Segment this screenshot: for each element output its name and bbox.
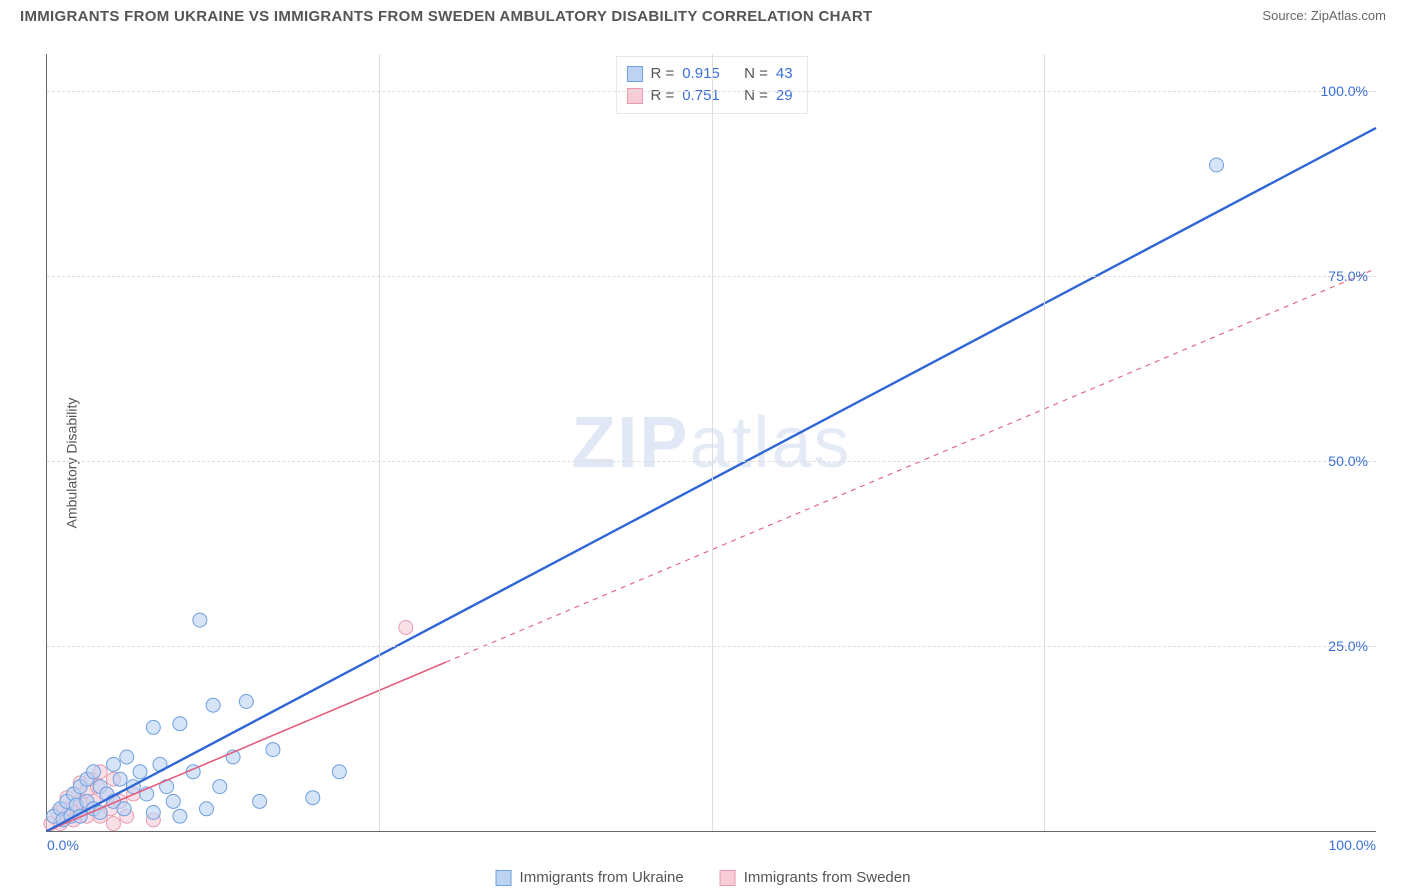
legend-label-ukraine: Immigrants from Ukraine	[520, 869, 684, 886]
y-tick-label: 100.0%	[1321, 83, 1368, 99]
source-attribution: Source: ZipAtlas.com	[1262, 8, 1386, 23]
y-tick-label: 75.0%	[1328, 268, 1368, 284]
swatch-ukraine-icon	[496, 870, 512, 886]
plot-area: ZIPatlas R = 0.915 N = 43 R = 0.751 N = …	[46, 54, 1376, 832]
x-tick-label: 0.0%	[47, 837, 79, 853]
n-value-ukraine: 43	[776, 63, 793, 85]
legend-label-sweden: Immigrants from Sweden	[744, 869, 911, 886]
n-label: N =	[744, 85, 768, 107]
legend-row-ukraine: R = 0.915 N = 43	[626, 63, 792, 85]
legend-series: Immigrants from Ukraine Immigrants from …	[496, 869, 911, 886]
swatch-ukraine	[626, 66, 642, 82]
n-label: N =	[744, 63, 768, 85]
legend-row-sweden: R = 0.751 N = 29	[626, 85, 792, 107]
source-name[interactable]: ZipAtlas.com	[1311, 8, 1386, 23]
r-label: R =	[650, 63, 674, 85]
legend-item-ukraine: Immigrants from Ukraine	[496, 869, 684, 886]
r-label: R =	[650, 85, 674, 107]
header: IMMIGRANTS FROM UKRAINE VS IMMIGRANTS FR…	[0, 0, 1406, 29]
chart-title: IMMIGRANTS FROM UKRAINE VS IMMIGRANTS FR…	[20, 8, 873, 25]
r-value-sweden: 0.751	[682, 85, 720, 107]
x-tick-label: 100.0%	[1329, 837, 1376, 853]
n-value-sweden: 29	[776, 85, 793, 107]
source-label: Source:	[1262, 8, 1307, 23]
y-tick-label: 25.0%	[1328, 638, 1368, 654]
r-value-ukraine: 0.915	[682, 63, 720, 85]
swatch-sweden-icon	[720, 870, 736, 886]
y-tick-label: 50.0%	[1328, 453, 1368, 469]
chart-container: Ambulatory Disability ZIPatlas R = 0.915…	[0, 34, 1406, 892]
legend-item-sweden: Immigrants from Sweden	[720, 869, 911, 886]
